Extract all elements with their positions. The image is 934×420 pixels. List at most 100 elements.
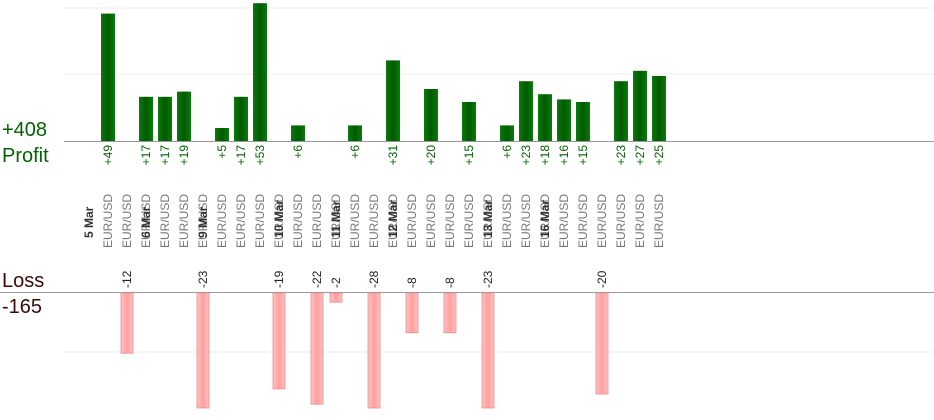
trade-symbol-label: EUR/USD bbox=[481, 194, 495, 248]
date-label: 16 Mar bbox=[538, 200, 552, 238]
trade-symbol-label: EUR/USD bbox=[101, 194, 115, 248]
profit-bar bbox=[633, 70, 647, 141]
loss-value-label: -12 bbox=[120, 270, 134, 288]
trade-symbol-label: EUR/USD bbox=[595, 194, 609, 248]
profit-value-label: +5 bbox=[215, 145, 229, 159]
profit-value-label: +23 bbox=[614, 145, 628, 166]
trade-symbol-label: EUR/USD bbox=[367, 194, 381, 248]
loss-total: -165 bbox=[2, 296, 43, 318]
profit-value-label: +49 bbox=[101, 145, 115, 166]
profit-label: Profit bbox=[2, 145, 49, 167]
date-label: 9 Mar bbox=[196, 206, 210, 238]
trade-symbol-label: EUR/USD bbox=[215, 194, 229, 248]
profit-bar bbox=[291, 125, 305, 141]
trade-symbol-label: EUR/USD bbox=[386, 194, 400, 248]
profit-bar bbox=[538, 94, 552, 141]
profit-value-label: +6 bbox=[348, 145, 362, 159]
trade-symbol-label: EUR/USD bbox=[557, 194, 571, 248]
date-label: 6 Mar bbox=[139, 206, 153, 238]
loss-label: Loss bbox=[2, 270, 45, 292]
date-label: 5 Mar bbox=[82, 206, 96, 238]
loss-bar bbox=[196, 292, 210, 409]
trade-symbol-label: EUR/USD bbox=[405, 194, 419, 248]
profit-value-label: +15 bbox=[576, 145, 590, 166]
profit-bar bbox=[500, 125, 514, 141]
loss-value-label: -20 bbox=[595, 270, 609, 288]
trade-symbol-label: EUR/USD bbox=[633, 194, 647, 248]
profit-value-label: +17 bbox=[234, 145, 248, 166]
loss-bar bbox=[310, 292, 324, 405]
trade-symbol-label: EUR/USD bbox=[424, 194, 438, 248]
profit-value-label: +19 bbox=[177, 145, 191, 166]
loss-bar bbox=[367, 292, 381, 409]
profit-bar bbox=[177, 91, 191, 141]
trade-symbol-label: EUR/USD bbox=[272, 194, 286, 248]
trade-symbol-label: EUR/USD bbox=[462, 194, 476, 248]
profit-bar bbox=[557, 99, 571, 141]
loss-value-label: -28 bbox=[367, 270, 381, 288]
loss-bar bbox=[120, 292, 134, 354]
profit-value-label: +31 bbox=[386, 145, 400, 166]
profit-bar bbox=[101, 13, 115, 142]
profit-bar bbox=[424, 89, 438, 141]
loss-value-label: -8 bbox=[405, 277, 419, 288]
loss-bar bbox=[329, 292, 343, 303]
trade-symbol-label: EUR/USD bbox=[614, 194, 628, 248]
profit-total: +408 bbox=[2, 119, 48, 141]
trade-symbol-label: EUR/USD bbox=[234, 194, 248, 248]
loss-value-label: -8 bbox=[443, 277, 457, 288]
profit-bar bbox=[462, 102, 476, 141]
profit-value-label: +53 bbox=[253, 145, 267, 166]
profit-value-label: +17 bbox=[139, 145, 153, 166]
loss-bar bbox=[481, 292, 495, 409]
loss-value-label: -2 bbox=[329, 277, 343, 288]
profit-bar bbox=[614, 81, 628, 141]
profit-bar bbox=[576, 102, 590, 141]
profit-bar bbox=[215, 128, 229, 141]
profit-value-label: +6 bbox=[500, 145, 514, 159]
profit-value-label: +23 bbox=[519, 145, 533, 166]
profit-bar bbox=[348, 125, 362, 141]
trade-symbol-label: EUR/USD bbox=[310, 194, 324, 248]
trade-symbol-label: EUR/USD bbox=[348, 194, 362, 248]
profit-bar bbox=[652, 76, 666, 141]
trade-symbol-label: EUR/USD bbox=[538, 194, 552, 248]
profit-bar bbox=[386, 60, 400, 141]
trade-symbol-label: EUR/USD bbox=[519, 194, 533, 248]
loss-value-label: -23 bbox=[481, 270, 495, 288]
trade-symbol-label: EUR/USD bbox=[158, 194, 172, 248]
date-label: 12 Mar bbox=[386, 200, 400, 238]
loss-value-label: -22 bbox=[310, 270, 324, 288]
profit-value-label: +17 bbox=[158, 145, 172, 166]
loss-value-label: -23 bbox=[196, 270, 210, 288]
date-label: 13 Mar bbox=[481, 200, 495, 238]
loss-bar bbox=[595, 292, 609, 395]
profit-bar bbox=[139, 96, 153, 141]
profit-bar bbox=[519, 81, 533, 141]
trade-symbol-label: EUR/USD bbox=[253, 194, 267, 248]
trade-symbol-label: EUR/USD bbox=[652, 194, 666, 248]
profit-value-label: +18 bbox=[538, 145, 552, 166]
trade-symbol-label: EUR/USD bbox=[500, 194, 514, 248]
profit-value-label: +15 bbox=[462, 145, 476, 166]
loss-value-label: -19 bbox=[272, 270, 286, 288]
trade-symbol-label: EUR/USD bbox=[177, 194, 191, 248]
trade-symbol-label: EUR/USD bbox=[329, 194, 343, 248]
profit-bar bbox=[234, 96, 248, 141]
profit-bar bbox=[253, 3, 267, 142]
profit-value-label: +16 bbox=[557, 145, 571, 166]
profit-value-label: +27 bbox=[633, 145, 647, 166]
trade-symbol-label: EUR/USD bbox=[576, 194, 590, 248]
trade-symbol-label: EUR/USD bbox=[120, 194, 134, 248]
loss-bar bbox=[443, 292, 457, 334]
profit-value-label: +25 bbox=[652, 145, 666, 166]
date-label: 10 Mar bbox=[272, 200, 286, 238]
trade-symbol-label: EUR/USD bbox=[291, 194, 305, 248]
profit-bar bbox=[158, 96, 172, 141]
profit-value-label: +20 bbox=[424, 145, 438, 166]
profit-value-label: +6 bbox=[291, 145, 305, 159]
trade-symbol-label: EUR/USD bbox=[443, 194, 457, 248]
loss-bar bbox=[272, 292, 286, 390]
loss-bar bbox=[405, 292, 419, 334]
